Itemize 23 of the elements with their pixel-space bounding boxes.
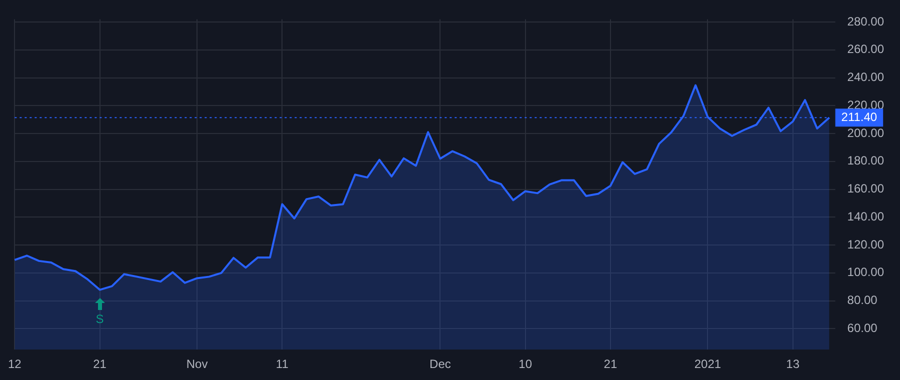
- x-tick-label: Dec: [430, 357, 451, 372]
- x-tick-label: 21: [93, 357, 107, 372]
- x-tick-label: 11: [276, 357, 289, 372]
- y-tick-label: 60.00: [847, 321, 878, 335]
- y-tick-label: 140.00: [847, 209, 884, 224]
- x-tick-label: 10: [518, 357, 532, 372]
- y-tick-label: 280.00: [847, 14, 884, 28]
- y-tick-label: 220.00: [847, 98, 884, 112]
- annotation: S: [96, 312, 104, 326]
- y-tick-label: 240.00: [847, 70, 884, 84]
- x-tick-label: 2021: [694, 357, 722, 372]
- y-tick-label: 160.00: [847, 182, 884, 196]
- ref-line-label: 211.40: [841, 110, 878, 124]
- y-tick-label: 80.00: [847, 293, 878, 308]
- x-tick-label: 21: [604, 357, 618, 372]
- y-tick-label: 180.00: [847, 154, 884, 168]
- y-tick-label: 100.00: [847, 265, 884, 280]
- x-tick-label: 12: [8, 357, 22, 372]
- y-tick-label: 260.00: [847, 42, 884, 56]
- x-tick-label: 13: [786, 357, 800, 372]
- x-tick-label: Nov: [186, 357, 208, 372]
- y-tick-label: 200.00: [847, 126, 884, 140]
- y-tick-label: 120.00: [847, 237, 884, 252]
